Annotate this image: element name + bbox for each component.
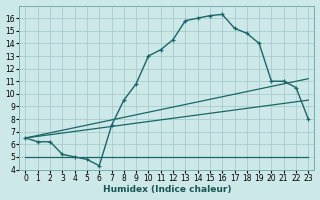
X-axis label: Humidex (Indice chaleur): Humidex (Indice chaleur) [103, 185, 231, 194]
